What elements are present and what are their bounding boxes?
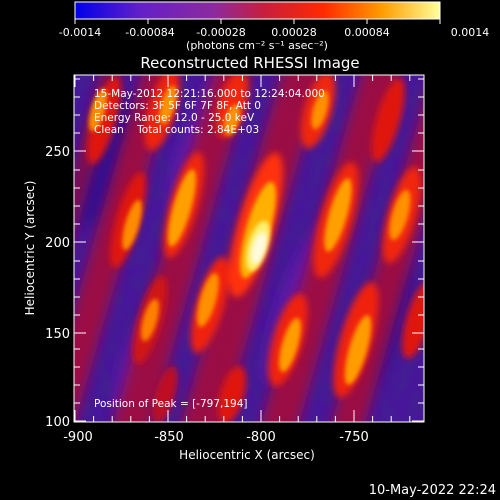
rhessi-image <box>74 75 424 422</box>
plot-axes: -900 -850 -800 -750 100 150 200 250 Heli… <box>23 74 425 462</box>
colorbar: -0.0014 -0.00084 -0.00028 0.00028 0.0008… <box>59 1 489 52</box>
y-tick-label: 200 <box>45 236 70 251</box>
x-tick-label: -900 <box>63 430 93 445</box>
y-major-ticks <box>74 150 424 422</box>
y-tick-label: 100 <box>45 415 70 430</box>
image-annotations: 15-May-2012 12:21:16.000 to 12:24:04.000… <box>94 88 325 410</box>
y-axis-label: Heliocentric Y (arcsec) <box>23 181 37 316</box>
colorbar-tick-label: -0.00028 <box>196 26 245 39</box>
annotation-energy-range: Energy Range: 12.0 - 25.0 keV <box>94 112 255 124</box>
plot-title: Reconstructed RHESSI Image <box>140 54 359 72</box>
x-tick-label: -850 <box>154 430 184 445</box>
plot-frame <box>73 74 425 423</box>
annotation-clean-counts: Clean Total counts: 2.84E+03 <box>94 124 259 136</box>
y-tick-labels: 100 150 200 250 <box>45 145 70 430</box>
y-tick-label: 250 <box>45 145 70 160</box>
x-axis-label: Heliocentric X (arcsec) <box>179 448 315 462</box>
colorbar-tick-label: 0.0014 <box>451 26 490 39</box>
annotation-peak-position: Position of Peak = [-797,194] <box>94 398 248 410</box>
colorbar-tick-label: 0.00084 <box>344 26 390 39</box>
x-tick-labels: -900 -850 -800 -750 <box>63 430 369 445</box>
annotation-time-range: 15-May-2012 12:21:16.000 to 12:24:04.000 <box>94 88 325 100</box>
footer-timestamp: 10-May-2022 22:24 <box>369 483 496 498</box>
x-minor-ticks <box>93 75 411 422</box>
x-tick-label: -750 <box>339 430 369 445</box>
colorbar-tick-labels: -0.0014 -0.00084 -0.00028 0.00028 0.0008… <box>59 26 489 39</box>
colorbar-tick-label: 0.00028 <box>271 26 317 39</box>
colorbar-units: (photons cm⁻² s⁻¹ asec⁻²) <box>186 39 328 52</box>
x-major-ticks <box>74 75 355 422</box>
annotation-detectors: Detectors: 3F 5F 6F 7F 8F, Att 0 <box>94 100 261 112</box>
intensity-peak <box>246 220 270 272</box>
y-minor-ticks <box>74 78 424 404</box>
colorbar-tick-marks <box>74 19 441 24</box>
x-tick-label: -800 <box>246 430 276 445</box>
colorbar-tick-label: -0.0014 <box>59 26 101 39</box>
colorbar-tick-label: -0.00084 <box>125 26 174 39</box>
y-tick-label: 150 <box>45 327 70 342</box>
colorbar-gradient <box>74 1 441 20</box>
